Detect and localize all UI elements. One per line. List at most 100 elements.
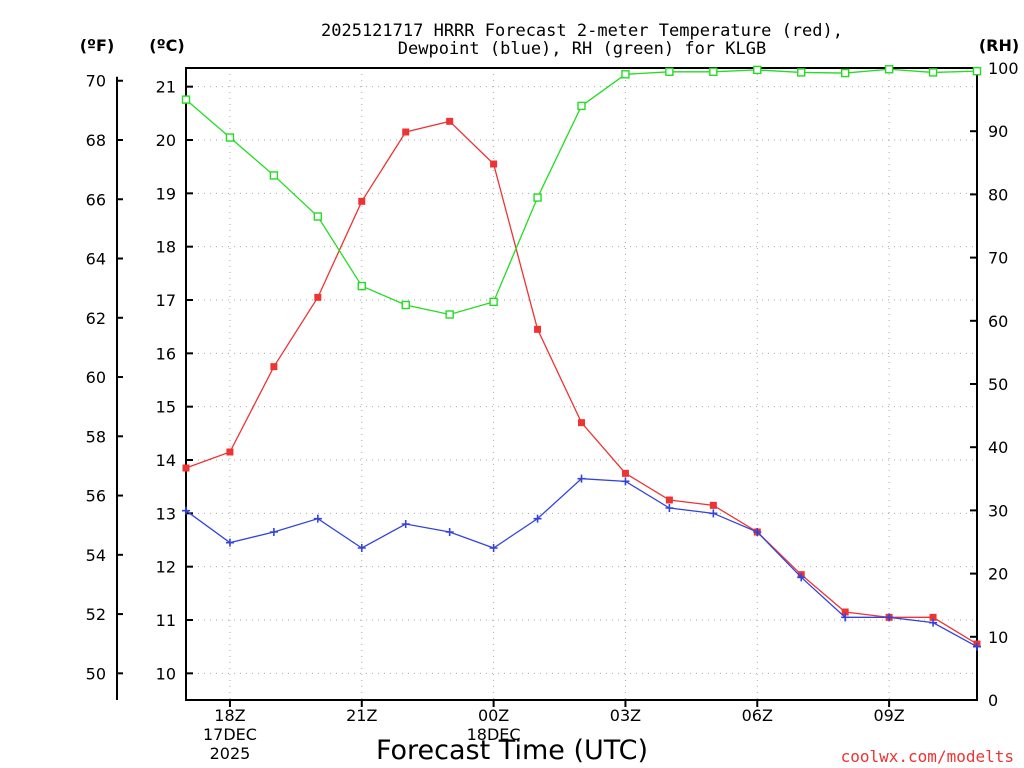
celsius-tick-label: 20 (156, 131, 176, 150)
rh-unit-label: (RH) (979, 36, 1019, 55)
celsius-tick-label: 13 (156, 504, 176, 523)
celsius-tick-label: 19 (156, 184, 176, 203)
x-axis-title: Forecast Time (UTC) (376, 735, 648, 766)
rh-marker (972, 66, 982, 76)
temperature-marker (578, 419, 585, 427)
temperature-marker (446, 117, 454, 125)
fahrenheit-tick-label: 50 (86, 664, 106, 683)
rh-marker (489, 297, 498, 307)
fahrenheit-unit-label: (ºF) (80, 36, 115, 55)
x-tick-label: 09Z (873, 706, 904, 725)
x-tick-label: 06Z (742, 706, 773, 725)
x-tick-label: 00Z (478, 706, 509, 725)
temperature-line (185, 120, 978, 645)
x-tick-label: 21Z (346, 706, 377, 725)
dewpoint-marker (269, 528, 278, 536)
temperature-marker (402, 128, 410, 136)
fahrenheit-tick-label: 66 (86, 190, 106, 209)
fahrenheit-tick-label: 64 (86, 250, 106, 269)
rh-marker (533, 193, 542, 202)
x-tick-label: 17DEC (203, 725, 257, 744)
dewpoint-marker (401, 520, 410, 528)
rh-marker (181, 95, 191, 104)
rh-tick-label: 0 (988, 691, 998, 710)
rh-marker (445, 310, 454, 319)
dewpoint-marker (621, 477, 630, 486)
x-tick-label: 03Z (610, 706, 641, 725)
chart-title-line-2: Dewpoint (blue), RH (green) for KLGB (398, 39, 766, 59)
rh-marker (577, 101, 586, 111)
fahrenheit-tick-label: 58 (86, 427, 106, 446)
dewpoint-marker (577, 474, 586, 483)
credit-text: coolwx.com/modelts (841, 747, 1014, 766)
rh-marker (840, 68, 850, 78)
temperature-marker (841, 608, 849, 616)
dewpoint-marker (929, 618, 938, 627)
rh-marker (709, 67, 718, 76)
dewpoint-line (185, 478, 978, 648)
rh-tick-label: 50 (988, 375, 1008, 394)
fahrenheit-tick-label: 56 (86, 487, 106, 506)
celsius-tick-label: 16 (156, 344, 176, 363)
celsius-tick-label: 12 (156, 558, 176, 577)
dewpoint-marker (709, 509, 718, 518)
temperature-marker (314, 293, 322, 301)
rh-tick-label: 10 (988, 628, 1008, 647)
celsius-tick-label: 10 (156, 664, 176, 683)
rh-tick-label: 30 (988, 501, 1008, 520)
dewpoint-marker (225, 538, 234, 547)
fahrenheit-tick-label: 70 (86, 72, 106, 91)
rh-marker (884, 65, 894, 74)
dewpoint-marker (841, 613, 850, 622)
rh-marker (225, 133, 235, 142)
rh-marker (928, 68, 938, 77)
temperature-marker (709, 501, 717, 509)
temperature-marker (534, 325, 542, 333)
rh-tick-label: 40 (988, 438, 1008, 457)
rh-tick-label: 100 (988, 59, 1019, 78)
fahrenheit-tick-label: 54 (86, 546, 106, 565)
dewpoint-marker (489, 544, 498, 552)
rh-marker (797, 68, 806, 77)
chart-title-line-1: 2025121717 HRRR Forecast 2-meter Tempera… (321, 21, 843, 41)
rh-marker (313, 212, 323, 221)
x-tick-label: 18Z (214, 706, 245, 725)
x-tick-label: 18DEC (467, 725, 521, 744)
temperature-marker (490, 160, 498, 168)
dewpoint-marker (357, 544, 366, 552)
temperature-marker (182, 464, 190, 472)
rh-tick-label: 70 (988, 249, 1008, 268)
x-tick-label: 2025 (210, 744, 251, 763)
dewpoint-marker (665, 504, 674, 512)
rh-marker (269, 171, 279, 180)
temperature-marker (665, 496, 673, 504)
dewpoint-marker (973, 642, 981, 651)
dewpoint-marker (533, 514, 542, 523)
rh-tick-label: 60 (988, 312, 1008, 331)
rh-marker (753, 65, 762, 75)
rh-marker (357, 281, 366, 291)
rh-tick-label: 80 (988, 185, 1008, 204)
celsius-tick-label: 18 (156, 238, 176, 257)
dewpoint-marker (753, 528, 762, 536)
grid (186, 68, 977, 700)
temperature-marker (358, 197, 366, 205)
fahrenheit-tick-label: 60 (86, 368, 106, 387)
celsius-tick-label: 15 (156, 398, 176, 417)
dewpoint-marker (885, 613, 894, 622)
temperature-marker (621, 469, 629, 477)
celsius-tick-label: 21 (156, 78, 176, 97)
celsius-tick-label: 11 (156, 611, 176, 630)
dewpoint-marker (313, 514, 322, 523)
dewpoint-marker (445, 528, 454, 536)
dewpoint-marker (182, 506, 190, 515)
rh-tick-label: 90 (988, 122, 1008, 141)
axes: 50 52 54 56 58 60 62 64 66 68 70 10 11 12 13 14 15 16 17 18… (86, 59, 1019, 763)
temperature-marker (226, 448, 234, 456)
rh-marker (665, 67, 674, 76)
temperature-marker (270, 363, 278, 371)
celsius-tick-label: 17 (156, 291, 176, 310)
plot-frame (185, 67, 978, 701)
series (181, 65, 982, 651)
